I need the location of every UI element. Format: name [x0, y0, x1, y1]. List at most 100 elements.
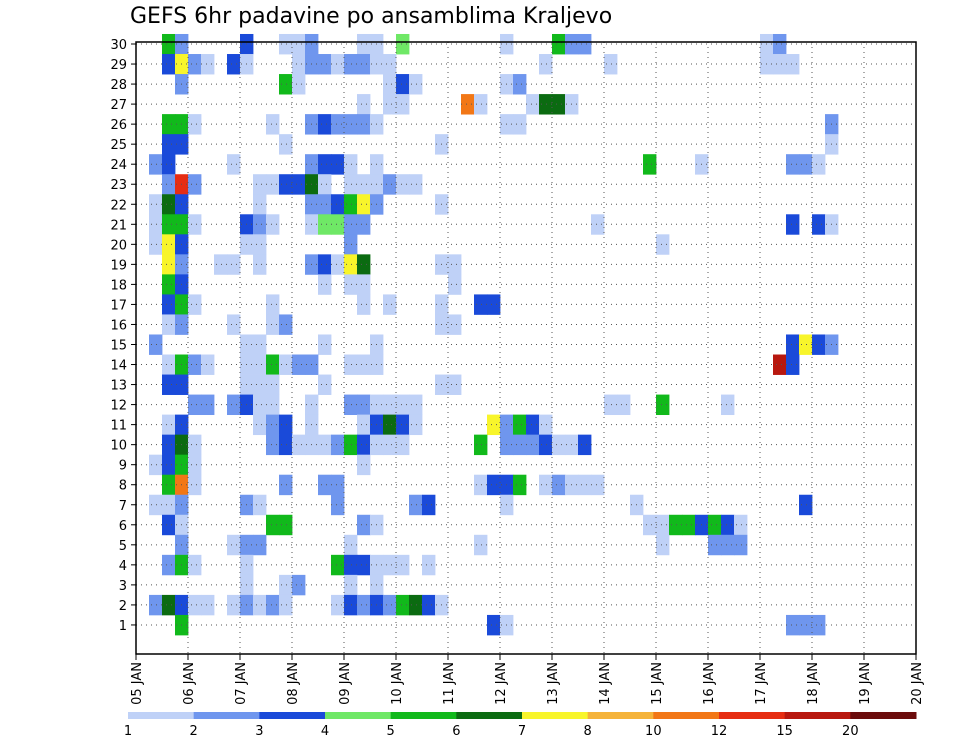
- heatmap-cell: [409, 74, 423, 95]
- heatmap-cell: [409, 594, 423, 616]
- heatmap-cell: [344, 354, 358, 375]
- heatmap-cell: [331, 214, 345, 235]
- heatmap-cell: [292, 54, 306, 75]
- heatmap-cell: [773, 354, 787, 375]
- heatmap-cell: [344, 154, 358, 175]
- heatmap-cell: [253, 214, 267, 235]
- heatmap-cell: [552, 33, 566, 55]
- y-tick-label: 29: [110, 58, 127, 73]
- heatmap-cell: [344, 194, 358, 215]
- heatmap-cell: [162, 234, 176, 255]
- x-tick-label: 05 JAN: [130, 662, 145, 705]
- colorbar-segment: [325, 712, 392, 719]
- heatmap-cell: [266, 174, 280, 195]
- heatmap-cell: [279, 33, 293, 55]
- heatmap-cell: [799, 334, 813, 355]
- heatmap-cell: [279, 74, 293, 95]
- heatmap-cell: [253, 254, 267, 275]
- colorbar-segment: [850, 712, 917, 719]
- heatmap-cell: [513, 414, 527, 436]
- heatmap-cell: [357, 274, 371, 295]
- heatmap-cell: [188, 114, 202, 135]
- heatmap-cell: [227, 314, 241, 335]
- heatmap-cell: [279, 434, 293, 456]
- y-tick-label: 11: [110, 419, 127, 434]
- heatmap-cell: [383, 294, 397, 315]
- heatmap-cell: [591, 214, 605, 235]
- y-tick-label: 14: [110, 359, 127, 374]
- heatmap-cell: [578, 434, 592, 456]
- heatmap-cell: [253, 374, 267, 395]
- heatmap-cell: [656, 394, 670, 416]
- heatmap-cell: [162, 594, 176, 616]
- y-tick-label: 18: [110, 278, 127, 293]
- heatmap-cell: [513, 474, 527, 496]
- heatmap-cell: [539, 474, 553, 496]
- y-tick-label: 13: [110, 379, 127, 394]
- heatmap-cell: [357, 194, 371, 215]
- heatmap-cell: [552, 434, 566, 456]
- heatmap-cell: [539, 414, 553, 436]
- y-tick-label: 4: [119, 559, 127, 574]
- y-tick-label: 25: [110, 138, 127, 153]
- heatmap-cell: [318, 374, 332, 395]
- heatmap-cell: [162, 194, 176, 215]
- heatmap-cell: [396, 554, 410, 576]
- x-tick-label: 11 JAN: [442, 662, 457, 705]
- colorbar-segment: [259, 712, 326, 719]
- colorbar-segment: [456, 712, 523, 719]
- heatmap-cell: [162, 54, 176, 75]
- heatmap-cell: [344, 394, 358, 416]
- heatmap-cell: [344, 54, 358, 75]
- x-tick-label: 09 JAN: [338, 662, 353, 705]
- colorbar-segment: [128, 712, 195, 719]
- y-tick-label: 3: [119, 579, 127, 594]
- heatmap-cell: [526, 94, 540, 115]
- y-tick-label: 20: [110, 238, 127, 253]
- heatmap-cell: [149, 594, 163, 616]
- heatmap-cell: [227, 54, 241, 75]
- heatmap-cell: [474, 434, 488, 456]
- heatmap-cell: [422, 594, 436, 616]
- heatmap-cell: [552, 94, 566, 115]
- y-tick-label: 17: [110, 298, 127, 313]
- y-tick-label: 19: [110, 258, 127, 273]
- x-tick-label: 10 JAN: [390, 662, 405, 705]
- heatmap-cell: [331, 114, 345, 135]
- heatmap-cell: [422, 554, 436, 576]
- heatmap-cell: [253, 334, 267, 355]
- heatmap-cell: [357, 114, 371, 135]
- heatmap-cell: [721, 534, 735, 556]
- heatmap-cell: [357, 454, 371, 476]
- heatmap-cell: [799, 154, 813, 175]
- heatmap-cell: [344, 214, 358, 235]
- heatmap-cell: [162, 414, 176, 436]
- heatmap-cell: [396, 174, 410, 195]
- heatmap-cell: [162, 154, 176, 175]
- colorbar-segment: [390, 712, 457, 719]
- heatmap-cell: [409, 494, 423, 516]
- heatmap-cell: [799, 494, 813, 516]
- heatmap-cell: [734, 534, 748, 556]
- heatmap-cell: [253, 354, 267, 375]
- heatmap-cell: [552, 474, 566, 496]
- colorbar-segment: [719, 712, 786, 719]
- heatmap-cell: [383, 414, 397, 436]
- x-tick-label: 13 JAN: [546, 662, 561, 705]
- heatmap-cell: [188, 474, 202, 496]
- colorbar-label: 10: [645, 724, 662, 739]
- heatmap-cell: [539, 54, 553, 75]
- colorbar-label: 1: [124, 724, 132, 739]
- heatmap-cell: [149, 194, 163, 215]
- heatmap-cell: [266, 594, 280, 616]
- colorbar-label: 6: [452, 724, 460, 739]
- heatmap-cell: [669, 514, 683, 536]
- colorbar-label: 8: [584, 724, 592, 739]
- colorbar-label: 2: [190, 724, 198, 739]
- heatmap-cell: [253, 534, 267, 556]
- heatmap-cell: [383, 394, 397, 416]
- colorbar-label: 3: [255, 724, 263, 739]
- heatmap-cell: [266, 434, 280, 456]
- x-tick-label: 17 JAN: [754, 662, 769, 705]
